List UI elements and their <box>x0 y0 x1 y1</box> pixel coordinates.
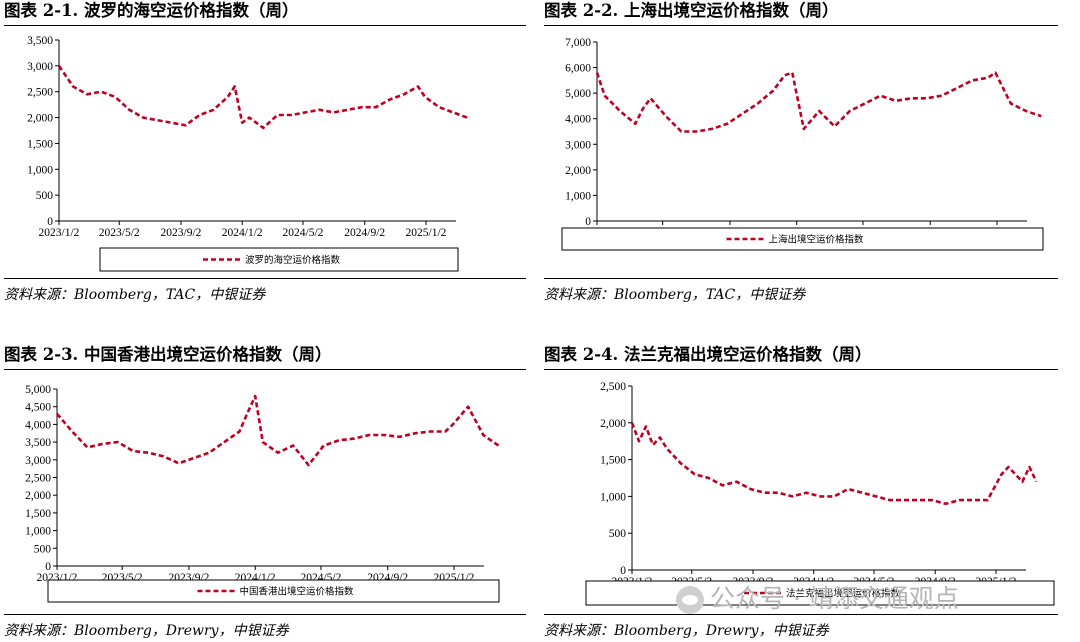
y-tick-label: 2,500 <box>25 473 51 485</box>
title-rule <box>4 25 526 26</box>
y-tick-label: 5,000 <box>25 384 51 396</box>
y-tick-label: 1,000 <box>600 491 626 503</box>
title-rule <box>544 25 1058 26</box>
y-tick-label: 4,000 <box>565 114 591 126</box>
chart-title: 图表 2-3. 中国香港出境空运价格指数（周） <box>4 345 332 364</box>
y-tick-label: 2,500 <box>600 381 626 393</box>
chart-source: 资料来源：Bloomberg，TAC，中银证券 <box>4 287 266 303</box>
y-tick-label: 1,000 <box>25 526 51 538</box>
y-tick-label: 3,000 <box>565 139 591 151</box>
y-tick-label: 6,000 <box>565 63 591 75</box>
legend-box <box>561 227 1044 251</box>
x-tick-label: 2023/9/2 <box>161 227 202 239</box>
y-tick-label: 5,000 <box>565 88 591 100</box>
y-tick-label: 3,500 <box>27 35 53 47</box>
panel-1: 图表 2-1. 波罗的海空运价格指数（周） 0 500 1,000 1,500 2,00… <box>4 0 526 310</box>
panel-3: 图表 2-3. 中国香港出境空运价格指数（周） 0 500 1,000 1,500 2,… <box>4 344 526 642</box>
x-tick-label: 2023/5/2 <box>99 227 140 239</box>
y-tick-label: 2,000 <box>27 113 53 125</box>
watermark-text: 公众号 · 靖添交通观点 <box>710 584 959 613</box>
title-rule <box>4 369 526 370</box>
legend-label: 法兰克福出境空运价格指数 <box>786 588 901 600</box>
chart-title: 图表 2-1. 波罗的海空运价格指数（周） <box>4 1 299 20</box>
legend-box <box>99 247 459 272</box>
series-line <box>630 422 1038 506</box>
y-tick-label: 2,000 <box>565 165 591 177</box>
y-tick-label: 3,000 <box>25 455 51 467</box>
x-tick-label: 2025/1/2 <box>406 227 447 239</box>
watermark: 公众号 · 靖添交通观点 <box>676 582 1046 616</box>
y-tick-label: 0 <box>45 561 51 573</box>
y-tick-label: 4,500 <box>25 402 51 414</box>
y-tick-label: 2,000 <box>600 418 626 430</box>
legend-label: 波罗的海空运价格指数 <box>245 254 341 266</box>
y-tick-label: 0 <box>47 216 53 228</box>
y-tick-label: 1,500 <box>27 138 53 150</box>
chart-plot: 0 500 1,000 1,500 2,000 2,500 3,000 3,500 4,000 4… <box>25 384 500 603</box>
y-tick-label: 1,000 <box>565 190 591 202</box>
wechat-logo-icon <box>676 586 704 614</box>
y-tick-label: 1,500 <box>600 455 626 467</box>
panel-4: 图表 2-4. 法兰克福出境空运价格指数（周） 0 500 1,000 1,500 2,… <box>544 344 1058 642</box>
y-tick-label: 500 <box>609 528 627 540</box>
y-tick-label: 3,500 <box>25 437 51 449</box>
chart-plot: 0 500 1,000 1,500 2,000 2,500 3,000 3,500 2023/1… <box>27 35 468 272</box>
x-tick-label: 2024/9/2 <box>344 227 385 239</box>
chart-source: 资料来源：Bloomberg，Drewry，中银证券 <box>544 623 829 639</box>
y-tick-label: 2,000 <box>25 490 51 502</box>
chart-title: 图表 2-2. 上海出境空运价格指数（周） <box>544 1 839 20</box>
series-line <box>56 394 500 467</box>
x-tick-label: 2024/1/2 <box>222 227 263 239</box>
y-tick-label: 0 <box>585 216 591 228</box>
source-rule <box>544 278 1058 279</box>
y-tick-label: 1,500 <box>25 508 51 520</box>
chart-source: 资料来源：Bloomberg，Drewry，中银证券 <box>4 623 289 639</box>
chart-source: 资料来源：Bloomberg，TAC，中银证券 <box>544 287 806 303</box>
series-line <box>57 65 468 130</box>
series-line <box>595 71 1042 133</box>
legend-label: 上海出境空运价格指数 <box>769 234 865 246</box>
legend-box <box>585 580 1055 606</box>
chart-plot: 01,0002,0003,0004,0005,0006,0007,0002023… <box>561 37 1044 251</box>
y-tick-label: 7,000 <box>565 37 591 49</box>
title-rule <box>544 369 1058 370</box>
x-tick-label: 2024/5/2 <box>283 227 324 239</box>
y-tick-label: 4,000 <box>25 419 51 431</box>
legend-label: 中国香港出境空运价格指数 <box>240 586 355 598</box>
panel-2: 图表 2-2. 上海出境空运价格指数（周） 0 1,000 2,000 3,000 4,… <box>544 0 1058 310</box>
y-tick-label: 1,000 <box>27 164 53 176</box>
legend-box <box>47 579 500 603</box>
y-tick-label: 500 <box>36 190 54 202</box>
chart-title: 图表 2-4. 法兰克福出境空运价格指数（周） <box>544 345 872 364</box>
chart-plot: 05001,0001,5002,0002,5002023/1/22023/5/2… <box>585 381 1055 606</box>
y-tick-label: 500 <box>34 543 52 555</box>
x-tick-label: 2023/1/2 <box>39 227 80 239</box>
y-tick-label: 3,000 <box>27 61 53 73</box>
y-tick-label: 2,500 <box>27 87 53 99</box>
source-rule <box>4 278 526 279</box>
y-tick-label: 0 <box>620 565 626 577</box>
source-rule <box>4 614 526 615</box>
source-rule <box>544 614 1058 615</box>
